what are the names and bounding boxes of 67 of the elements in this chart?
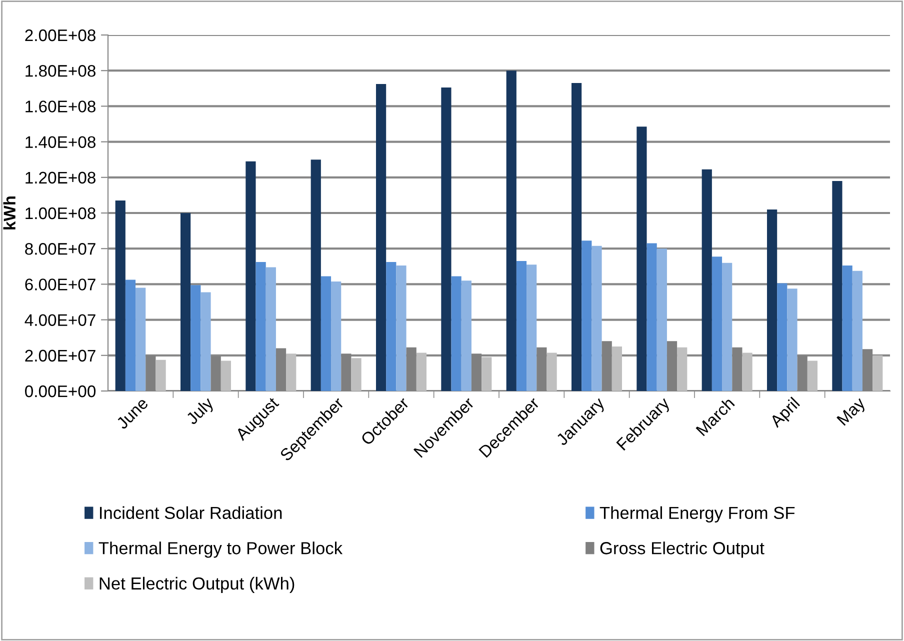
y-tick-label: 0.00E+00 xyxy=(25,385,96,398)
bar xyxy=(136,288,146,391)
bar xyxy=(286,354,296,391)
y-tick-label: 6.00E+07 xyxy=(25,278,96,290)
bar xyxy=(396,266,406,391)
legend-label: Gross Electric Output xyxy=(600,542,764,558)
legend-label: Incident Solar Radiation xyxy=(100,506,282,520)
bar xyxy=(526,264,537,391)
bar xyxy=(842,266,852,391)
bar xyxy=(592,246,602,391)
bar xyxy=(310,160,321,391)
bar xyxy=(180,213,191,391)
bar xyxy=(807,360,818,391)
legend-label: Net Electric Output (kWh) xyxy=(100,576,294,594)
bar xyxy=(742,352,752,391)
bar xyxy=(612,346,622,391)
x-tick-label: July xyxy=(184,396,217,428)
bar xyxy=(787,288,798,391)
bar xyxy=(677,347,688,391)
bar xyxy=(386,262,396,391)
bar xyxy=(220,360,231,391)
bar xyxy=(482,357,492,391)
bar xyxy=(125,280,136,391)
bar xyxy=(376,84,386,391)
bar xyxy=(722,262,732,391)
bar xyxy=(516,261,527,391)
legend-label: Thermal Energy to Power Block xyxy=(98,542,343,558)
y-tick-label: 1.60E+08 xyxy=(26,100,96,112)
bar xyxy=(200,292,211,391)
bar xyxy=(115,200,126,391)
bar xyxy=(320,276,332,391)
bar xyxy=(572,83,582,391)
bar xyxy=(832,180,842,391)
bar xyxy=(451,276,462,391)
y-tick-label: 1.00E+08 xyxy=(26,207,96,220)
y-tick-label: 2.00E+08 xyxy=(25,29,96,42)
bar xyxy=(777,283,788,391)
y-tick-label: 8.00E+07 xyxy=(25,243,96,255)
bar xyxy=(506,70,516,391)
bar xyxy=(636,126,647,391)
bar xyxy=(852,270,862,391)
bar xyxy=(702,169,712,391)
y-tick-label: 1.80E+08 xyxy=(26,65,96,77)
y-tick-label: 1.40E+08 xyxy=(26,136,96,148)
y-axis-title: kWh xyxy=(3,196,16,230)
y-tick-label: 4.00E+07 xyxy=(24,314,96,326)
bar xyxy=(190,285,201,391)
bar xyxy=(256,262,266,391)
bar xyxy=(582,240,592,391)
bar xyxy=(266,267,276,391)
bar xyxy=(646,243,657,391)
bar xyxy=(416,352,426,391)
bar xyxy=(872,355,883,391)
bar xyxy=(246,161,256,391)
bar xyxy=(331,282,342,391)
bar xyxy=(441,88,452,391)
bar xyxy=(712,256,722,391)
bar xyxy=(351,358,362,391)
bar xyxy=(767,209,778,391)
bar xyxy=(461,280,472,391)
y-tick-label: 2.00E+07 xyxy=(25,350,96,362)
x-tick-label: May xyxy=(836,396,868,428)
legend-label: Thermal Energy From SF xyxy=(600,506,795,522)
bar xyxy=(156,360,166,391)
bar xyxy=(656,248,667,391)
y-tick-label: 1.20E+08 xyxy=(26,172,96,184)
bar xyxy=(546,352,557,391)
